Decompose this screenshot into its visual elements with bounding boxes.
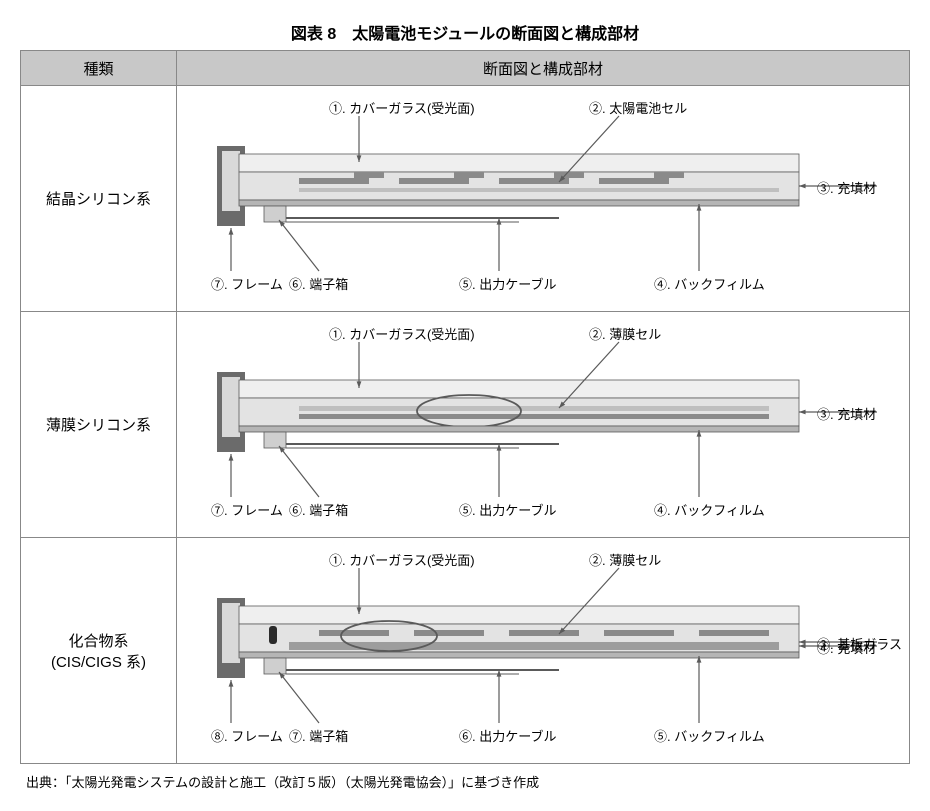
diagram-cell: ①. カバーガラス(受光面)②. 薄膜セル③. 基板ガラス④. 充填材⑧. フレ… xyxy=(177,538,910,764)
diagram-cell: ①. カバーガラス(受光面) ②. 薄膜セル ③. 充填材 ⑦. フレーム ⑥. 端子箱… xyxy=(177,312,910,538)
header-type: 種類 xyxy=(21,51,177,86)
diagram-label: ④. バックフィルム xyxy=(654,500,765,519)
diagram-label: ②. 太陽電池セル xyxy=(589,98,687,117)
header-diagram: 断面図と構成部材 xyxy=(177,51,910,86)
diagram-label: ⑤. 出力ケーブル xyxy=(459,500,556,519)
diagram-label: ②. 薄膜セル xyxy=(589,324,661,343)
type-line1: 化合物系 xyxy=(21,630,176,651)
diagram-cell: ①. カバーガラス(受光面) ②. 太陽電池セル ③. 充填材 ⑦. フレーム ⑥. 端… xyxy=(177,86,910,312)
figure-title: 図表 8 太陽電池モジュールの断面図と構成部材 xyxy=(20,20,910,44)
diagram-label: ⑥. 出力ケーブル xyxy=(459,726,556,745)
source-note: 出典：「太陽光発電システムの設計と施工（改訂５版）（太陽光発電協会）」に基づき作… xyxy=(26,772,910,791)
diagram-label: ④. 充填材 xyxy=(817,638,876,657)
diagram-label: ①. カバーガラス(受光面) xyxy=(329,324,475,343)
module-table: 種類 断面図と構成部材 結晶シリコン系 ①. カバーガラス(受光面) ②. 太陽電… xyxy=(20,50,910,764)
type-line2: (CIS/CIGS 系) xyxy=(21,651,176,672)
diagram-label: ⑥. 端子箱 xyxy=(289,274,348,293)
diagram-label: ⑥. 端子箱 xyxy=(289,500,348,519)
diagram-label: ⑤. 出力ケーブル xyxy=(459,274,556,293)
diagram-label: ③. 充填材 xyxy=(817,178,876,197)
diagram-label: ⑦. 端子箱 xyxy=(289,726,348,745)
type-cell: 結晶シリコン系 xyxy=(21,86,177,312)
diagram-label: ①. カバーガラス(受光面) xyxy=(329,98,475,117)
diagram-label: ②. 薄膜セル xyxy=(589,550,661,569)
diagram-label: ⑧. フレーム xyxy=(211,726,283,745)
diagram-label: ⑤. バックフィルム xyxy=(654,726,765,745)
type-cell: 化合物系(CIS/CIGS 系) xyxy=(21,538,177,764)
type-cell: 薄膜シリコン系 xyxy=(21,312,177,538)
diagram-label: ⑦. フレーム xyxy=(211,500,283,519)
diagram-label: ①. カバーガラス(受光面) xyxy=(329,550,475,569)
diagram-label: ③. 充填材 xyxy=(817,404,876,423)
diagram-label: ④. バックフィルム xyxy=(654,274,765,293)
diagram-label: ⑦. フレーム xyxy=(211,274,283,293)
